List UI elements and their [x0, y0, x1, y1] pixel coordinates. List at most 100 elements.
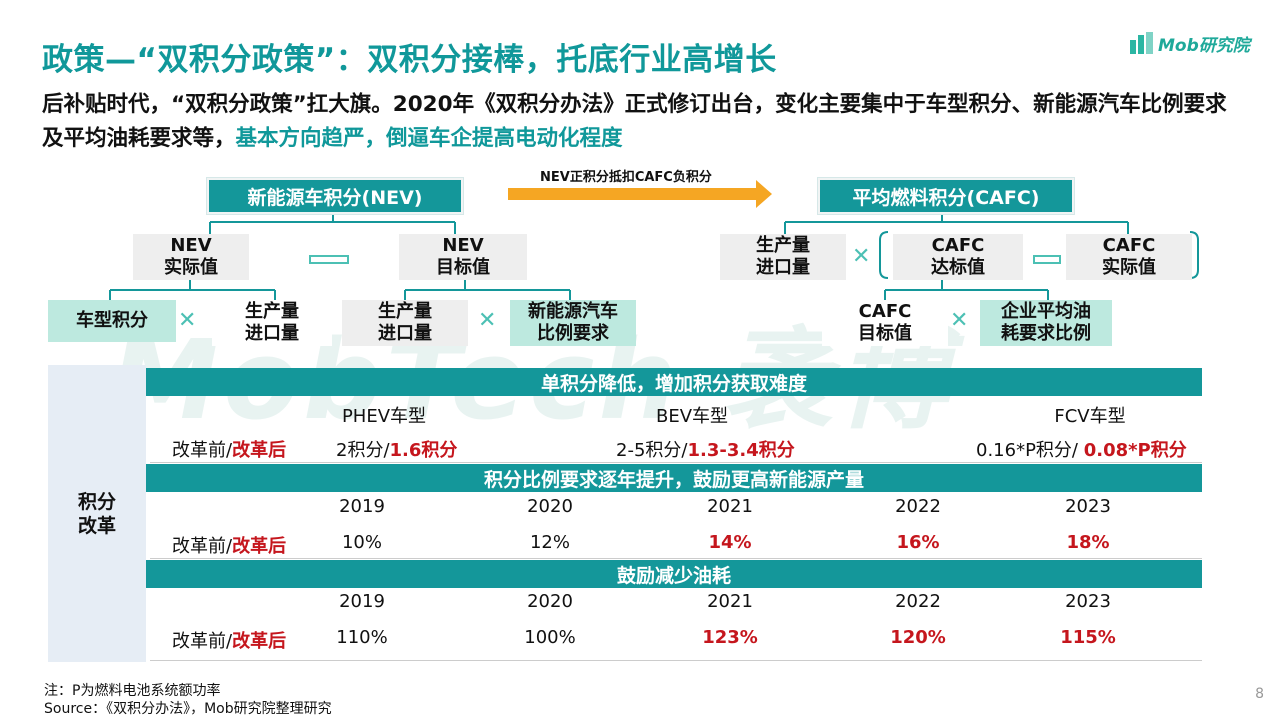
company-ratio-line1: 企业平均油	[1001, 301, 1091, 322]
after-label: 改革后	[232, 631, 287, 652]
section2-value-0: 10%	[341, 532, 382, 553]
company-ratio-box: 企业平均油 耗要求比例	[980, 300, 1112, 346]
section3-year-4: 2023	[1065, 591, 1111, 612]
cafc-actual-line1: CAFC	[1102, 235, 1156, 256]
cafc-actual-line2: 实际值	[1102, 257, 1156, 278]
subtitle-text: 后补贴时代，“双积分政策”扛大旗。2020年《双积分办法》正式修订出台，变化主要…	[42, 92, 1227, 151]
after-label: 改革后	[232, 536, 287, 557]
nev-actual-box: NEV 实际值	[133, 234, 249, 280]
divider	[150, 462, 1202, 463]
diagram-connectors	[109, 180, 1199, 300]
bev-values: 2-5积分/1.3-3.4积分	[616, 436, 795, 462]
nev-target-box: NEV 目标值	[399, 234, 527, 280]
nev-header: 新能源车积分(NEV)	[207, 178, 463, 214]
nev-prod-import-box: 生产量 进口量	[212, 300, 332, 346]
reform-side-label: 积分 改革	[48, 365, 146, 662]
prod-line1: 生产量	[245, 301, 299, 322]
minus-icon	[1033, 255, 1061, 264]
before-after-label: 改革前/改革后	[172, 436, 286, 462]
bev-before: 2-5积分/	[616, 440, 688, 461]
section3-year-1: 2020	[527, 591, 573, 612]
nev-target-line1: NEV	[442, 235, 484, 256]
cafc-prod-import-box: 生产量 进口量	[720, 234, 846, 280]
section2-value-1: 12%	[529, 532, 570, 553]
section2-year-2: 2021	[707, 496, 753, 517]
times-icon: ✕	[178, 308, 197, 333]
source: Source：《双积分办法》，Mob研究院整理研究	[44, 701, 332, 717]
nev-target-prod-import-box: 生产量 进口量	[342, 300, 468, 346]
nev-ratio-box: 新能源汽车 比例要求	[510, 300, 636, 346]
divider	[150, 558, 1202, 559]
mob-logo: Mob研究院	[1130, 30, 1250, 56]
section2-band: 积分比例要求逐年提升，鼓励更高新能源产量	[146, 464, 1202, 492]
phev-values: 2积分/1.6积分	[336, 436, 457, 462]
prod2-line1: 生产量	[378, 301, 432, 322]
section2-year-1: 2020	[527, 496, 573, 517]
section2-year-4: 2023	[1065, 496, 1111, 517]
section3-year-2: 2021	[707, 591, 753, 612]
before-label: 改革前/	[172, 440, 233, 461]
cafc-standard-box: CAFC 达标值	[893, 234, 1023, 280]
cafc-standard-line2: 达标值	[931, 257, 985, 278]
divider	[150, 660, 1202, 661]
fcv-after: 0.08*P积分	[1083, 440, 1187, 461]
cafc-prod-line2: 进口量	[756, 257, 810, 278]
section3-value-0: 110%	[336, 627, 388, 648]
nev-target-line2: 目标值	[436, 257, 490, 278]
section3-year-0: 2019	[339, 591, 385, 612]
times-icon: ✕	[950, 308, 969, 333]
section2-value-3: 16%	[896, 532, 940, 553]
page-number: 8	[1255, 686, 1264, 702]
section3-value-1: 100%	[524, 627, 576, 648]
nev-actual-line1: NEV	[170, 235, 212, 256]
arrow-label: NEV正积分抵扣CAFC负积分	[540, 170, 712, 185]
model-score-label: 车型积分	[76, 310, 148, 331]
times-icon: ✕	[852, 244, 871, 269]
cafc-standard-line1: CAFC	[931, 235, 985, 256]
logo-text: Mob研究院	[1158, 35, 1250, 56]
side-label-line2: 改革	[77, 514, 116, 537]
before-label: 改革前/	[172, 631, 233, 652]
minus-icon	[309, 255, 349, 264]
section2-year-3: 2022	[895, 496, 941, 517]
nev-actual-line2: 实际值	[164, 257, 218, 278]
bev-after: 1.3-3.4积分	[687, 440, 795, 461]
fcv-before: 0.16*P积分/	[976, 440, 1084, 461]
prod-line2: 进口量	[245, 323, 299, 344]
cafc-actual-box: CAFC 实际值	[1066, 234, 1192, 280]
footnote: 注：P为燃料电池系统额功率	[44, 683, 221, 699]
after-label: 改革后	[232, 440, 287, 461]
section3-band: 鼓励减少油耗	[146, 560, 1202, 588]
header-bev: BEV车型	[655, 406, 729, 427]
cafc-header: 平均燃料积分(CAFC)	[818, 178, 1074, 214]
header-fcv: FCV车型	[1054, 406, 1126, 427]
model-score-box: 车型积分	[48, 300, 176, 342]
page-title: 政策—“双积分政策”：双积分接棒，托底行业高增长	[42, 42, 777, 78]
before-after-label: 改革前/改革后	[172, 532, 286, 558]
fcv-values: 0.16*P积分/ 0.08*P积分	[976, 436, 1187, 462]
phev-before: 2积分/	[336, 440, 390, 461]
section3-year-3: 2022	[895, 591, 941, 612]
cafc-prod-line1: 生产量	[756, 235, 810, 256]
section3-value-2: 123%	[702, 627, 758, 648]
before-after-label: 改革前/改革后	[172, 627, 286, 653]
section2-year-0: 2019	[339, 496, 385, 517]
subtitle: 后补贴时代，“双积分政策”扛大旗。2020年《双积分办法》正式修订出台，变化主要…	[42, 88, 1242, 156]
before-label: 改革前/	[172, 536, 233, 557]
cafc-target-line2: 目标值	[858, 323, 912, 344]
section3-value-4: 115%	[1060, 627, 1116, 648]
times-icon: ✕	[478, 308, 497, 333]
mob-logo-icon	[1130, 32, 1154, 54]
section3-value-3: 120%	[890, 627, 946, 648]
section2-value-2: 14%	[708, 532, 752, 553]
company-ratio-line2: 耗要求比例	[1001, 323, 1091, 344]
section2-value-4: 18%	[1066, 532, 1110, 553]
nev-ratio-line1: 新能源汽车	[528, 301, 618, 322]
nev-ratio-line2: 比例要求	[537, 323, 609, 344]
side-label-line1: 积分	[77, 490, 116, 513]
section1-band: 单积分降低，增加积分获取难度	[146, 368, 1202, 396]
prod2-line2: 进口量	[378, 323, 432, 344]
cafc-target-box: CAFC 目标值	[822, 300, 948, 346]
phev-after: 1.6积分	[389, 440, 458, 461]
header-phev: PHEV车型	[341, 406, 427, 427]
